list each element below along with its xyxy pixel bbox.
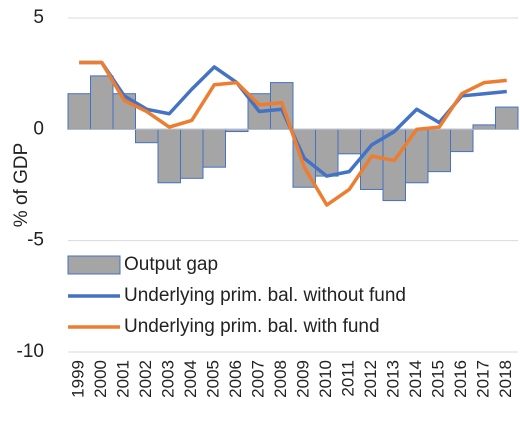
x-tick-label: 2015 <box>429 360 448 398</box>
legend-label: Underlying prim. bal. without fund <box>124 285 406 306</box>
bar <box>67 93 91 130</box>
legend-label: Underlying prim. bal. with fund <box>124 316 380 337</box>
bar <box>382 128 406 202</box>
y-axis-label: % of GDP <box>11 143 32 227</box>
bar <box>135 128 159 144</box>
x-tick-label: 2014 <box>406 360 425 398</box>
x-tick-label: 2006 <box>226 360 245 398</box>
x-tick-label: 2018 <box>496 360 515 398</box>
bar <box>202 128 226 168</box>
bar <box>337 128 361 155</box>
bar <box>472 124 496 130</box>
x-tick-label: 2016 <box>451 360 470 398</box>
bar <box>427 128 451 173</box>
x-tick-label: 2013 <box>384 360 403 398</box>
x-tick-label: 2008 <box>271 360 290 398</box>
x-tick-label: 2017 <box>474 360 493 398</box>
bar <box>450 128 474 153</box>
y-tick-label: -5 <box>27 230 44 251</box>
x-tick-label: 2012 <box>361 360 380 398</box>
bar <box>180 128 204 179</box>
x-tick-label: 2010 <box>316 360 335 398</box>
bar <box>157 128 181 184</box>
x-tick-label: 2011 <box>339 360 358 397</box>
x-tick-label: 2004 <box>181 360 200 398</box>
x-tick-label: 2000 <box>91 360 110 398</box>
x-tick-label: 2009 <box>294 360 313 398</box>
legend-label: Output gap <box>124 254 218 275</box>
x-tick-label: 2002 <box>136 360 155 398</box>
x-tick-label: 2001 <box>114 360 133 398</box>
bar <box>495 106 519 130</box>
bar <box>90 75 114 130</box>
legend-swatch <box>67 255 121 275</box>
x-tick-label: 1999 <box>69 360 88 398</box>
line <box>79 60 507 207</box>
y-tick-label: 0 <box>33 118 44 139</box>
x-tick-label: 2007 <box>249 360 268 398</box>
x-tick-label: 2005 <box>204 360 223 398</box>
x-tick-label: 2003 <box>159 360 178 398</box>
y-tick-label: 5 <box>33 7 44 28</box>
y-tick-label: -10 <box>17 341 44 362</box>
